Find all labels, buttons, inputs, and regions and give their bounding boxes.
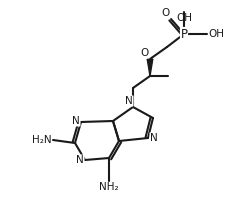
Polygon shape — [147, 59, 153, 76]
Text: OH: OH — [176, 13, 192, 23]
Text: N: N — [72, 116, 80, 126]
Text: O: O — [141, 48, 149, 58]
Text: P: P — [180, 28, 187, 41]
Text: N: N — [76, 155, 84, 165]
Text: OH: OH — [208, 29, 224, 39]
Text: N: N — [150, 133, 158, 143]
Text: H₂N: H₂N — [32, 135, 52, 145]
Text: N: N — [125, 96, 133, 106]
Text: NH₂: NH₂ — [99, 182, 119, 192]
Text: O: O — [162, 8, 170, 18]
